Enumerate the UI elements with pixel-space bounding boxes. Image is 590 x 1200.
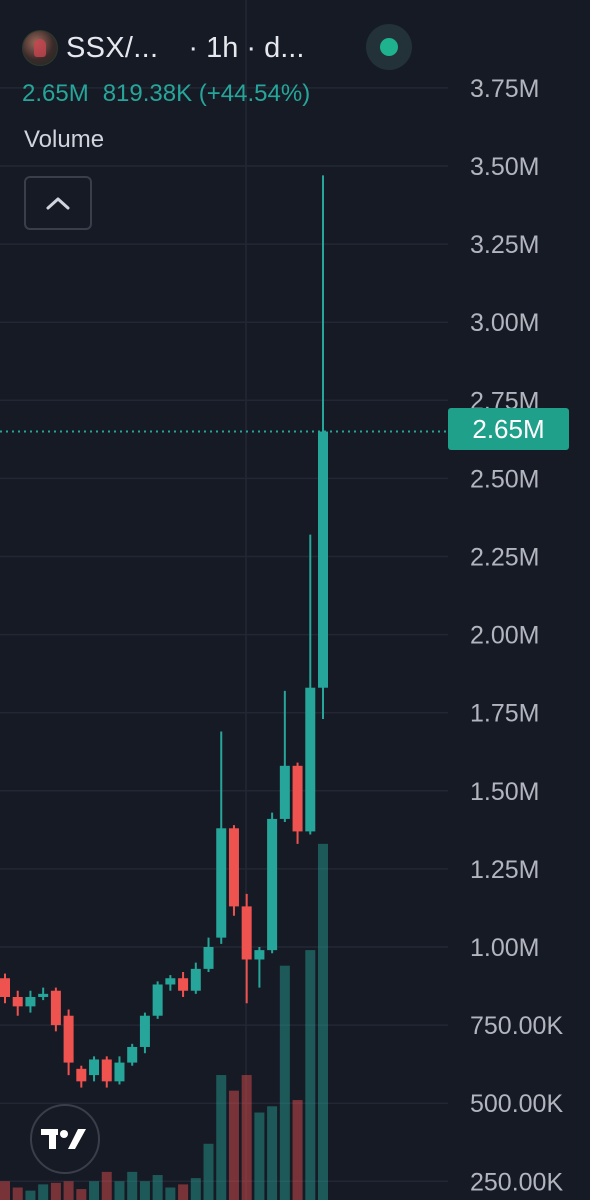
y-tick-label: 3.25M (470, 231, 539, 259)
legend-values: 2.65M 819.38K (+44.54%) (22, 80, 310, 108)
candle-body (190, 968, 201, 991)
volume-bar (0, 1181, 10, 1200)
y-tick-label: 3.50M (470, 153, 539, 181)
candle-body (267, 818, 278, 951)
volume-bar (38, 1184, 49, 1200)
symbol-label[interactable]: SSX/... (66, 31, 159, 64)
last-value: 2.65M (22, 80, 89, 107)
y-tick-label: 3.00M (470, 309, 539, 337)
candle-body (216, 828, 227, 938)
candle-body (165, 978, 176, 985)
volume-bar (76, 1189, 87, 1200)
interval-label[interactable]: · 1h · d... (188, 31, 305, 64)
volume-bar (190, 1178, 201, 1200)
y-tick-label: 1.50M (470, 778, 539, 806)
volume-bar (152, 1175, 163, 1200)
volume-bar (203, 1143, 214, 1200)
candle-body (203, 947, 214, 969)
volume-bar (89, 1181, 100, 1200)
y-tick-label: 3.75M (470, 75, 539, 103)
candle-body (25, 996, 36, 1007)
volume-bar (63, 1181, 74, 1200)
y-tick-label: 1.25M (470, 856, 539, 884)
volume-label: Volume (24, 126, 105, 153)
live-status-icon (380, 38, 398, 56)
volume-bar (318, 843, 328, 1200)
volume-bar (139, 1181, 150, 1200)
y-tick-label: 1.75M (470, 700, 539, 728)
candle-body (279, 765, 290, 819)
tradingview-logo-glyph (41, 1129, 86, 1149)
volume-bar (292, 1100, 303, 1200)
chevron-up-icon (46, 197, 70, 210)
y-tick-label: 500.00K (470, 1090, 563, 1118)
candle-body (254, 950, 265, 960)
volume-bar (305, 950, 316, 1200)
candle-body (228, 828, 239, 907)
candle-body (50, 990, 61, 1026)
candle-body (318, 431, 328, 688)
volume-bar (165, 1187, 176, 1200)
candle-body (292, 765, 303, 832)
live-status-button[interactable] (366, 24, 412, 70)
current-price-tag: 2.65M (448, 408, 569, 450)
volume-bar (228, 1090, 239, 1200)
volume-bar (127, 1171, 138, 1200)
candle-body (38, 993, 49, 997)
change-value: 819.38K (+44.54%) (102, 80, 311, 107)
y-tick-label: 2.00M (470, 622, 539, 650)
candle-body (63, 1015, 74, 1063)
candle-body (0, 978, 10, 997)
candle-body (139, 1015, 150, 1047)
volume-bar (241, 1075, 252, 1200)
candle-body (152, 984, 163, 1016)
y-tick-label: 2.25M (470, 544, 539, 572)
candle-body (12, 996, 23, 1007)
volume-bar (216, 1075, 227, 1200)
volume-bar (254, 1112, 265, 1200)
volume-bars (0, 843, 328, 1200)
candle-body (101, 1059, 112, 1082)
volume-bar (114, 1181, 125, 1200)
collapse-legend-button[interactable] (24, 176, 92, 230)
symbol-row[interactable]: SSX/... · 1h · d... (22, 28, 304, 68)
candle-body (127, 1046, 138, 1063)
candle-body (89, 1059, 100, 1076)
volume-bar (267, 1106, 278, 1200)
price-axis[interactable]: 250.00K 500.00K 750.00K 1.00M 1.25M 1.50M 1.75… (470, 75, 563, 1196)
token-avatar-icon (22, 30, 58, 66)
volume-bar (50, 1182, 61, 1200)
candle-body (241, 906, 252, 960)
candle-body (178, 978, 189, 991)
volume-bar (178, 1184, 189, 1200)
tradingview-logo-icon[interactable] (30, 1104, 100, 1174)
candles (0, 175, 328, 1088)
volume-bar (101, 1171, 112, 1200)
volume-bar (25, 1190, 36, 1200)
candle-body (305, 687, 316, 832)
volume-bar (279, 965, 290, 1200)
y-tick-label: 2.50M (470, 465, 539, 493)
candle-body (76, 1068, 87, 1082)
y-tick-label: 750.00K (470, 1012, 563, 1040)
chart-legend: SSX/... · 1h · d... 2.65M 819.38K (+44.5… (0, 0, 440, 175)
y-tick-label: 1.00M (470, 934, 539, 962)
candle-body (114, 1062, 125, 1082)
y-tick-label: 250.00K (470, 1168, 563, 1196)
volume-bar (12, 1187, 23, 1200)
